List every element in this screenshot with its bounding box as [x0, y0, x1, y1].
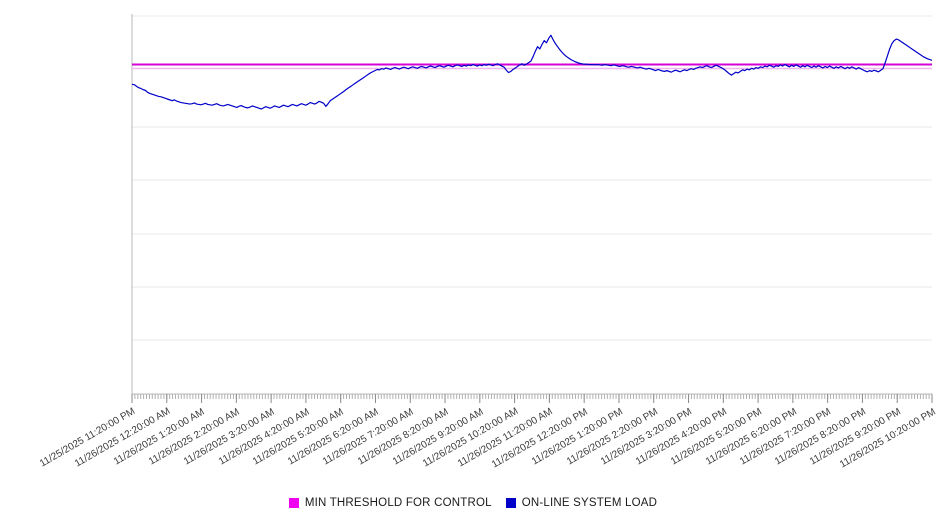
online-system-load-line	[131, 34, 933, 110]
x-axis-minor-ticks	[131, 394, 933, 399]
legend-label: MIN THRESHOLD FOR CONTROL	[304, 497, 492, 509]
legend-entry[interactable]: MIN THRESHOLD FOR CONTROL	[288, 497, 492, 509]
legend-label: ON-LINE SYSTEM LOAD	[521, 497, 658, 509]
axis-lines	[131, 14, 932, 395]
gridlines	[132, 15, 932, 341]
legend-color-swatch	[505, 498, 516, 508]
x-axis-major-ticks	[131, 394, 933, 403]
legend-entry[interactable]: ON-LINE SYSTEM LOAD	[505, 497, 658, 509]
chart-legend: MIN THRESHOLD FOR CONTROL ON-LINE SYSTEM …	[0, 497, 946, 509]
legend-color-swatch	[288, 498, 299, 508]
